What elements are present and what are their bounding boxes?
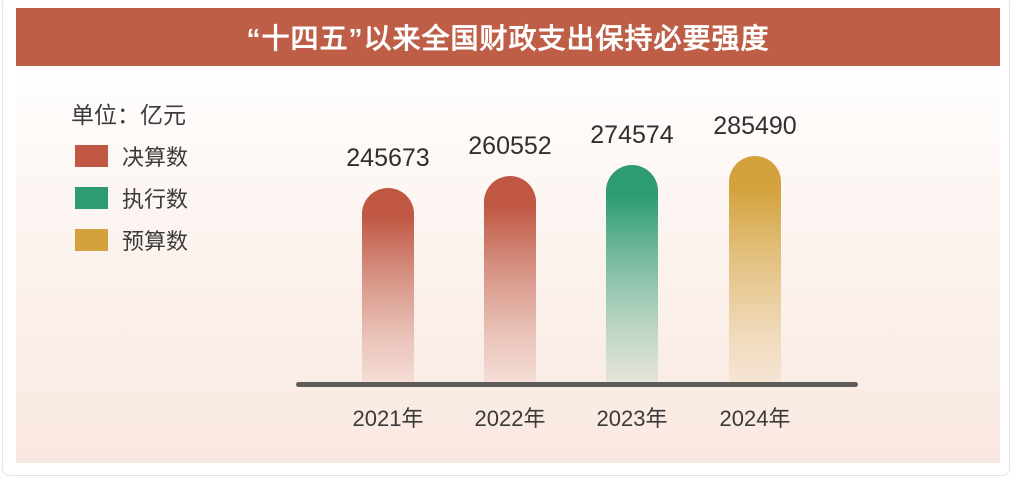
legend-label: 决算数 xyxy=(122,145,189,170)
title-bar: “十四五”以来全国财政支出保持必要强度 xyxy=(16,8,1000,66)
chart-area: 单位：亿元 决算数执行数预算数 245673 2021年 260552 2022年 27… xyxy=(16,66,1000,463)
bar xyxy=(606,165,658,382)
x-axis-label: 2022年 xyxy=(474,406,546,431)
legend-swatch xyxy=(75,145,108,167)
bar xyxy=(362,188,414,382)
unit-label: 单位：亿元 xyxy=(71,102,186,128)
legend-swatch xyxy=(75,229,108,251)
legend-label: 执行数 xyxy=(122,187,189,212)
legend-item: 预算数 xyxy=(75,229,188,254)
legend-label: 预算数 xyxy=(122,229,189,254)
bar xyxy=(729,156,781,382)
legend-swatch xyxy=(75,187,108,209)
x-axis-label: 2024年 xyxy=(719,406,791,431)
x-axis-label: 2023年 xyxy=(596,406,668,431)
value-label: 245673 xyxy=(346,144,430,172)
value-label: 285490 xyxy=(713,112,797,140)
value-label: 260552 xyxy=(468,132,552,160)
legend-item: 决算数 xyxy=(75,145,188,170)
value-label: 274574 xyxy=(590,121,674,149)
x-axis-label: 2021年 xyxy=(352,406,424,431)
x-axis-line xyxy=(296,382,858,387)
bar xyxy=(484,176,536,382)
legend: 决算数 执行数 预算数 xyxy=(75,145,188,271)
plot-area: 245673 2021年 260552 2022年 274574 2023年 285490 2… xyxy=(16,66,1000,463)
chart-title: “十四五”以来全国财政支出保持必要强度 xyxy=(246,23,770,54)
legend-item: 执行数 xyxy=(75,187,188,212)
